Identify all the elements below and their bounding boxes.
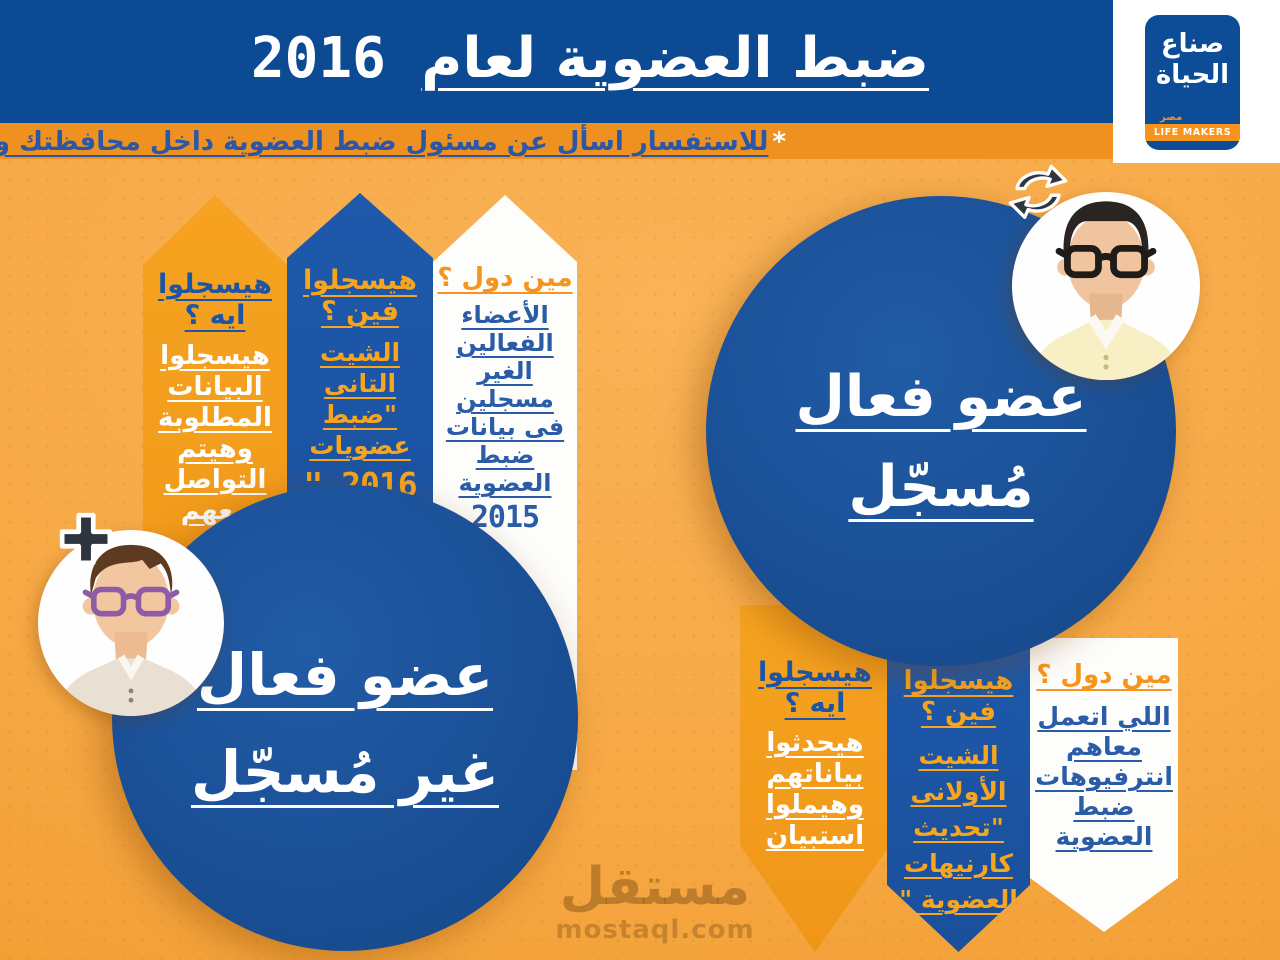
- left-banner-where-body: الشيت التانى "ضبط عضويات: [309, 338, 411, 460]
- life-makers-logo-square: صناع الحياة مصر LIFE MAKERS: [1145, 15, 1240, 150]
- subtitle: *للاستفسار اسأل عن مسئول ضبط العضوية داخ…: [0, 126, 786, 158]
- subtitle-asterisk: *: [772, 127, 786, 157]
- right-banner-what-body: هيحدثوا بياناتهم وهيملوا استبيان: [765, 728, 865, 851]
- refresh-sync-icon: [1002, 162, 1074, 224]
- registered-member-avatar: [1012, 192, 1200, 380]
- unregistered-member-avatar: [38, 530, 224, 716]
- left-banner-who-body: الأعضاء الفعالين الغير مسجلين فى بيانات …: [445, 301, 565, 497]
- right-banner-what: هيسجلوا ايه ؟ هيحدثوا بياناتهم وهيملوا ا…: [740, 605, 890, 952]
- left-banner-where-header: هيسجلوا فين ؟: [303, 265, 417, 327]
- man-black-glasses-illustration: [1028, 201, 1184, 380]
- left-banner-what-header: هيسجلوا ايه ؟: [158, 269, 272, 331]
- left-member-circle-title: عضو فعال غير مُسجّل: [190, 641, 500, 806]
- watermark-domain: mostaql.com: [555, 915, 755, 945]
- right-banner-where: هيسجلوا فين ؟ الشيت الأولانى "تحديث كارن…: [887, 640, 1030, 952]
- left-banner-what-body: هيسجلوا البيانات المطلوبة وهيتم التواصل …: [158, 341, 272, 526]
- add-plus-icon: [57, 510, 115, 568]
- header-bar: [0, 0, 1280, 123]
- right-banner-who: مين دول ؟ اللي اتعمل معاهم انترفيوهات ضب…: [1030, 638, 1178, 932]
- subtitle-text: للاستفسار اسأل عن مسئول ضبط العضوية داخل…: [0, 127, 769, 157]
- right-member-circle-title: عضو فعال مُسجّل: [795, 364, 1087, 520]
- page-title: ضبط العضوية لعام 2016: [0, 26, 1180, 91]
- life-makers-arabic-calligraphy: صناع الحياة: [1155, 29, 1230, 90]
- logo-country-label: مصر: [1160, 112, 1183, 123]
- right-banner-who-header: مين دول ؟: [1036, 660, 1172, 690]
- left-banner-who-header: مين دول ؟: [437, 263, 573, 293]
- right-banner-where-header: هيسجلوا فين ؟: [903, 666, 1014, 727]
- man-purple-glasses-illustration: [54, 544, 208, 716]
- watermark-arabic: مستقل: [559, 857, 751, 917]
- life-makers-logo: صناع الحياة مصر LIFE MAKERS: [1113, 0, 1280, 163]
- page-title-text: ضبط العضوية لعام: [421, 26, 930, 91]
- subtitle-strip: [0, 123, 1280, 159]
- watermark: مستقل mostaql.com: [535, 858, 775, 944]
- life-makers-caption: LIFE MAKERS: [1145, 124, 1240, 141]
- right-banner-where-body: الشيت الأولانى "تحديث كارنيهات العضوية ": [899, 741, 1018, 914]
- right-banner-who-body: اللي اتعمل معاهم انترفيوهات ضبط العضوية: [1035, 702, 1173, 851]
- right-banner-what-header: هيسجلوا ايه ؟: [758, 657, 872, 719]
- page-title-year: 2016: [250, 26, 388, 91]
